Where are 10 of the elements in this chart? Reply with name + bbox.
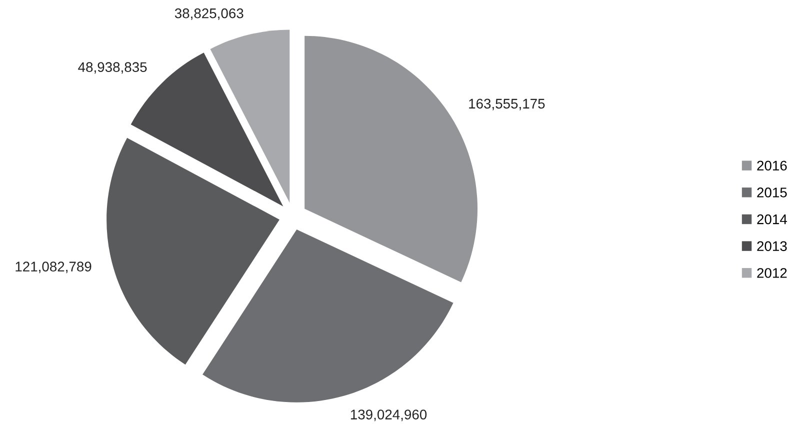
data-label: 163,555,175 <box>469 98 545 110</box>
legend-label: 2016 <box>757 160 787 171</box>
data-label: 139,024,960 <box>350 410 427 422</box>
data-label: 48,938,835 <box>78 62 147 74</box>
data-label: 38,825,063 <box>174 8 244 20</box>
legend-label: 2013 <box>757 241 787 252</box>
legend-label: 2014 <box>757 214 787 224</box>
legend-label: 2015 <box>757 188 787 198</box>
data-label: 121,082,789 <box>16 262 92 274</box>
legend-label: 2012 <box>757 268 787 278</box>
